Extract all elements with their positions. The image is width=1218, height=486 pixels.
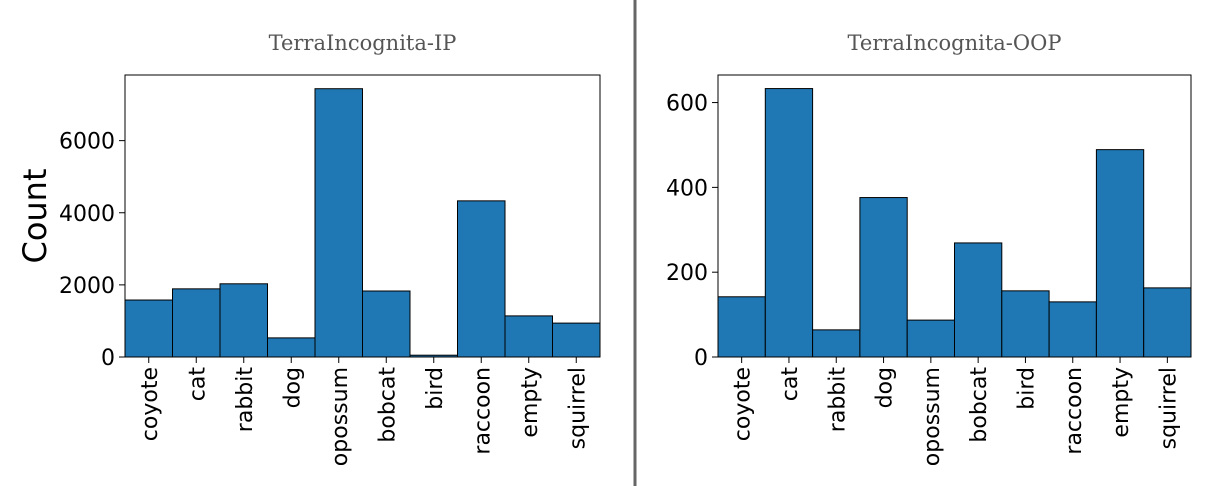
x-tick-label: empty — [518, 367, 543, 438]
x-tick-label: bobcat — [375, 367, 400, 443]
chart-title: TerraIncognita-IP — [269, 31, 457, 55]
y-tick-label: 0 — [694, 346, 708, 371]
plot-frame — [124, 74, 601, 358]
x-tick-label: bird — [423, 367, 448, 410]
x-tick-label: empty — [1109, 367, 1134, 438]
y-tick-label: 4000 — [59, 202, 115, 227]
bar — [267, 337, 316, 358]
y-tick-label: 600 — [666, 92, 708, 117]
bar — [457, 200, 506, 358]
bar — [1048, 301, 1097, 358]
bar — [954, 242, 1003, 358]
x-tick-label: rabbit — [233, 367, 258, 433]
bar — [1143, 287, 1192, 358]
x-tick-label: raccoon — [470, 367, 495, 455]
bar — [504, 315, 553, 358]
chart-title: TerraIncognita-OOP — [848, 31, 1062, 55]
x-tick-label: opossum — [920, 367, 945, 466]
bar — [764, 88, 814, 358]
y-tick-label: 200 — [666, 261, 708, 286]
x-tick-label: rabbit — [825, 367, 850, 433]
x-tick-label: squirrel — [1156, 367, 1181, 449]
bar — [124, 299, 173, 358]
bar — [314, 88, 363, 358]
bar — [172, 288, 221, 358]
bar — [1001, 290, 1050, 358]
x-tick-label: bobcat — [967, 367, 992, 443]
y-tick-label: 2000 — [59, 274, 115, 299]
x-tick-label: opossum — [328, 367, 353, 466]
x-tick-label: squirrel — [565, 367, 590, 449]
bar — [859, 197, 908, 358]
bar — [717, 296, 766, 358]
bar — [219, 283, 268, 358]
bar — [906, 319, 956, 358]
bar — [362, 290, 411, 358]
x-tick-label: dog — [280, 367, 305, 408]
x-tick-label: coyote — [731, 367, 756, 441]
x-tick-label: raccoon — [1062, 367, 1087, 455]
bar — [812, 329, 861, 358]
y-tick-label: 6000 — [59, 130, 115, 155]
plot-frame — [717, 74, 1192, 358]
x-tick-label: cat — [778, 367, 803, 402]
bar — [552, 322, 601, 358]
x-tick-label: cat — [185, 367, 210, 402]
y-tick-label: 0 — [101, 346, 115, 371]
bar — [1095, 149, 1145, 358]
x-tick-label: bird — [1014, 367, 1039, 410]
x-tick-label: coyote — [138, 367, 163, 441]
y-tick-label: 400 — [666, 176, 708, 201]
x-tick-label: dog — [873, 367, 898, 408]
y-axis-label: Count — [16, 168, 54, 263]
